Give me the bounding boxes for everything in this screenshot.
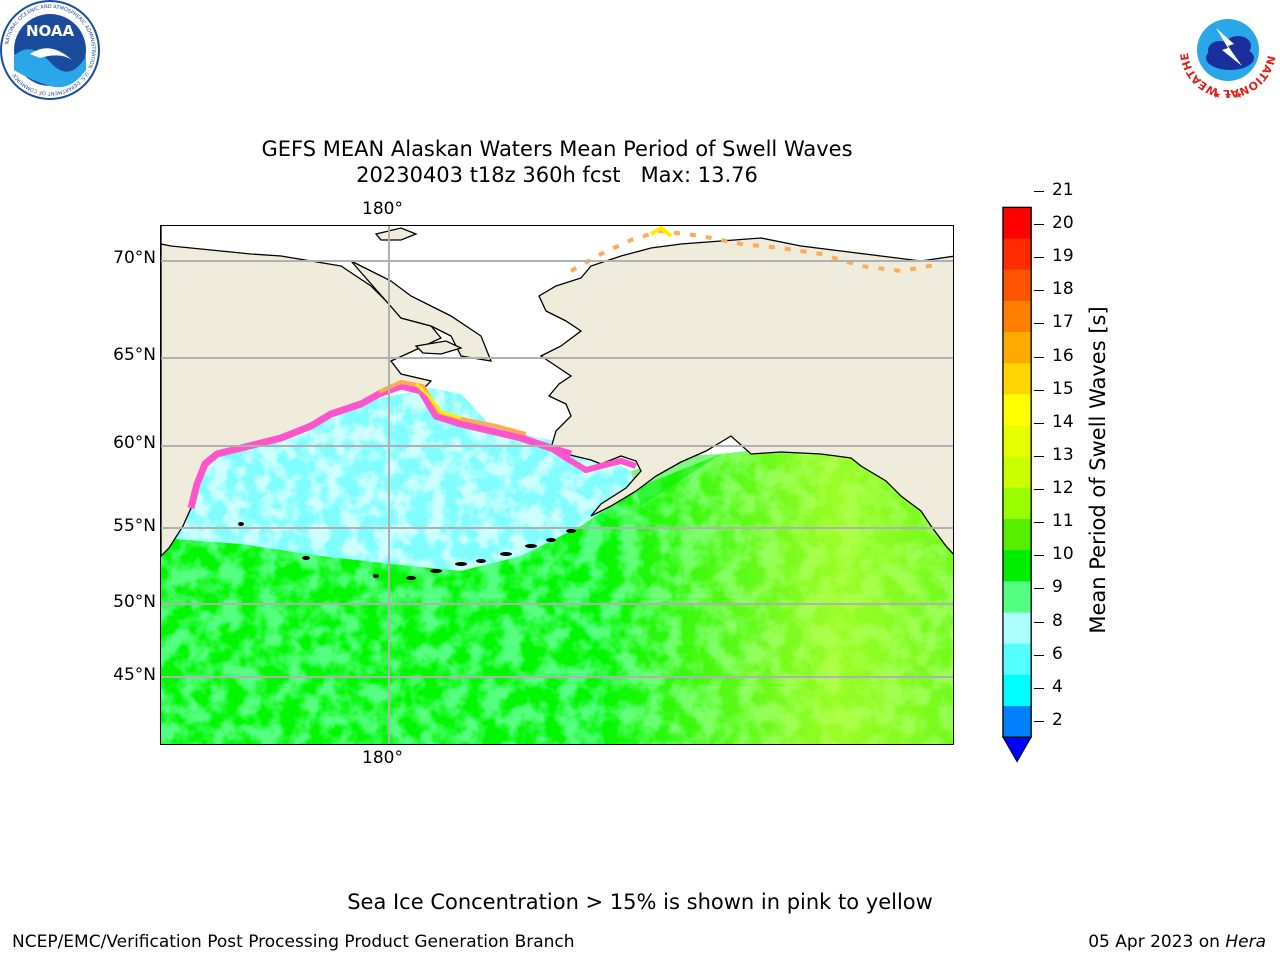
colorbar-segment: [1002, 487, 1032, 520]
colorbar-segment: [1002, 612, 1032, 645]
colorbar-tick-label: 2: [1052, 709, 1063, 730]
colorbar-segment: [1002, 269, 1032, 302]
lat-label-50n: 50°N: [113, 592, 156, 612]
sea-ice-bristol-bay: [549, 445, 637, 474]
colorbar-segment: [1002, 332, 1032, 364]
lat-label-65n: 65°N: [113, 345, 156, 365]
colorbar-tick-mark: [1034, 687, 1044, 689]
colorbar-tick-label: 13: [1052, 444, 1074, 465]
map-panel: [160, 225, 954, 745]
colorbar-tick-mark: [1034, 356, 1044, 358]
colorbar-tick-label: 20: [1052, 213, 1074, 234]
sea-ice-arctic-yellow: [649, 226, 673, 238]
colorbar-segment: [1002, 706, 1032, 738]
title-line-2: 20230403 t18z 360h fcst Max: 13.76: [356, 163, 758, 187]
colorbar-tick-mark: [1034, 224, 1044, 226]
aleutian-islands: [238, 522, 576, 580]
colorbar-tick-label: 9: [1052, 577, 1063, 598]
title-line-1: GEFS MEAN Alaskan Waters Mean Period of …: [261, 137, 853, 161]
lat-label-45n: 45°N: [113, 665, 156, 685]
lat-label-70n: 70°N: [113, 248, 156, 268]
colorbar-frame: [1002, 206, 1032, 738]
st-lawrence-island: [414, 340, 463, 355]
footer-date-text: 05 Apr 2023 on: [1088, 932, 1226, 952]
sea-ice-bering-yellow: [414, 382, 462, 420]
colorbar-tick-mark: [1034, 455, 1044, 457]
colorbar-tick-label: 16: [1052, 345, 1074, 366]
chukotka-land: [350, 260, 493, 362]
colorbar-segment: [1002, 300, 1032, 333]
colorbar-tick-mark: [1034, 422, 1044, 424]
colorbar-tick-label: 14: [1052, 411, 1074, 432]
sea-ice-bering-inner: [378, 379, 527, 436]
graticule: [161, 226, 953, 744]
colorbar-tick-mark: [1034, 323, 1044, 325]
svg-text:NOAA: NOAA: [26, 22, 75, 40]
colorbar-tick-label: 18: [1052, 279, 1074, 300]
footer-host: Hera: [1225, 932, 1266, 952]
colorbar-tick-label: 8: [1052, 610, 1063, 631]
noaa-logo: NOAA NATIONAL OCEANIC AND ATMOSPHERIC AD…: [0, 0, 100, 100]
colorbar-tick-mark: [1034, 555, 1044, 557]
lon-label-top: 180°: [362, 199, 403, 219]
colorbar-tick-label: 10: [1052, 544, 1074, 565]
colorbar-tick-mark: [1034, 389, 1044, 391]
colorbar-tick-mark: [1034, 588, 1044, 590]
map-canvas: [161, 226, 953, 744]
svg-text:★ ★ ★: ★ ★ ★: [1213, 91, 1243, 101]
colorbar-tick-mark: [1034, 720, 1044, 722]
colorbar-tick-label: 6: [1052, 643, 1063, 664]
sea-ice-note: Sea Ice Concentration > 15% is shown in …: [347, 890, 933, 914]
colorbar-segment: [1002, 207, 1032, 239]
lon-label-bottom: 180°: [362, 748, 403, 768]
colorbar-segment: [1002, 581, 1032, 614]
colorbar: [1002, 206, 1032, 763]
colorbar-tick-label: 12: [1052, 478, 1074, 499]
footer-credit: NCEP/EMC/Verification Post Processing Pr…: [12, 932, 575, 952]
colorbar-tick-label: 17: [1052, 312, 1074, 333]
colorbar-extend-arrow: [1002, 736, 1032, 763]
colorbar-tick-mark: [1034, 290, 1044, 292]
colorbar-tick-label: 21: [1052, 180, 1074, 200]
colorbar-tick-label: 19: [1052, 246, 1074, 267]
colorbar-tick-mark: [1034, 257, 1044, 259]
colorbar-segment: [1002, 456, 1032, 489]
colorbar-tick-mark: [1034, 522, 1044, 524]
wrangel-island: [374, 227, 418, 241]
sea-ice-bering-edge: [187, 382, 573, 509]
colorbar-tick-mark: [1034, 191, 1044, 192]
colorbar-tick-label: 15: [1052, 378, 1074, 399]
sea-ice-arctic-coast: [570, 228, 942, 274]
colorbar-segment: [1002, 550, 1032, 582]
lat-label-55n: 55°N: [113, 516, 156, 536]
colorbar-segment: [1002, 238, 1032, 271]
colorbar-segment: [1002, 519, 1032, 551]
colorbar-tick-mark: [1034, 654, 1044, 656]
colorbar-tick-mark: [1034, 489, 1044, 491]
lat-label-60n: 60°N: [113, 433, 156, 453]
colorbar-label: Mean Period of Swell Waves [s]: [1086, 306, 1110, 634]
colorbar-segment: [1002, 394, 1032, 427]
colorbar-segment: [1002, 643, 1032, 676]
colorbar-segment: [1002, 674, 1032, 707]
chart-title: GEFS MEAN Alaskan Waters Mean Period of …: [160, 136, 954, 188]
colorbar-tick-mark: [1034, 621, 1044, 623]
colorbar-segment: [1002, 425, 1032, 458]
colorbar-tick-label: 11: [1052, 511, 1074, 532]
colorbar-tick-label: 4: [1052, 676, 1063, 697]
nws-logo: NATIONAL WEATHER SERVICE ★ ★ ★: [1176, 0, 1278, 101]
colorbar-segment: [1002, 363, 1032, 395]
footer-date: 05 Apr 2023 on Hera: [1088, 932, 1266, 952]
